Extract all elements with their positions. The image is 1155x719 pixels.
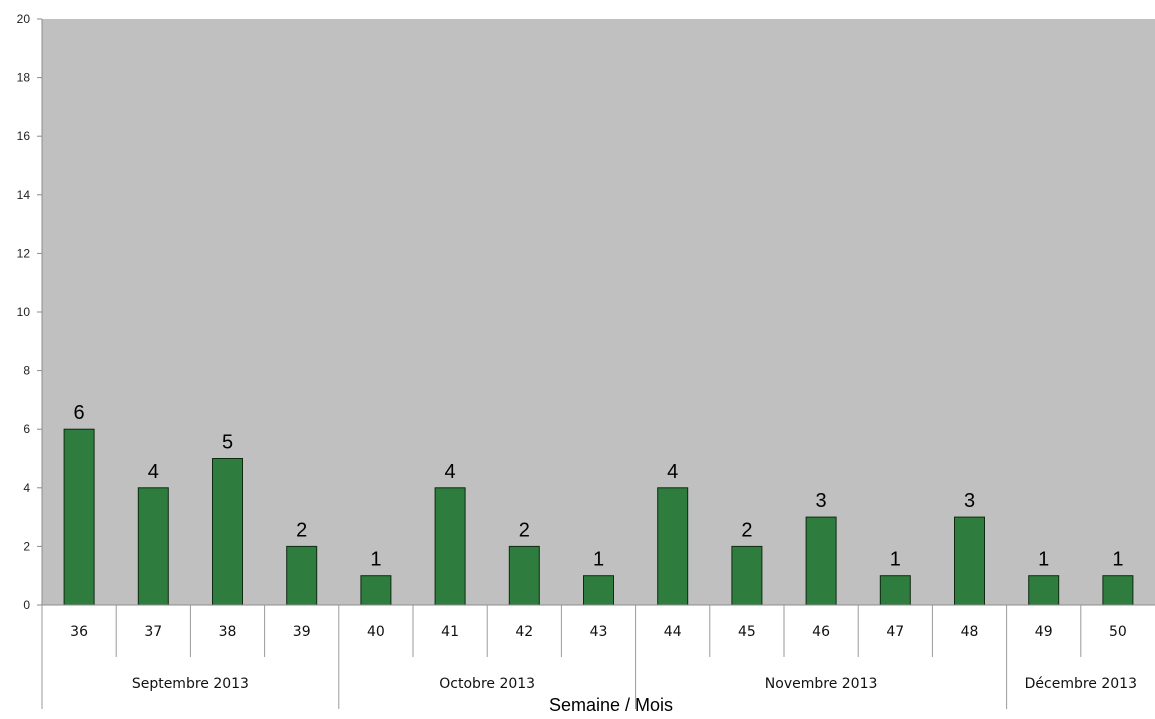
y-tick-label: 16: [17, 129, 31, 143]
data-label-week-50: 1: [1112, 549, 1123, 571]
bar-week-45: [731, 545, 763, 606]
x-tick-label: 39: [293, 624, 311, 640]
data-labels: 6 4 5 2 1 4 2 1 4 2 3 1 3 1 1: [74, 402, 1124, 571]
x-tick-label: 42: [515, 624, 533, 640]
x-tick-label: 40: [367, 624, 385, 640]
bar-week-46: [805, 516, 837, 606]
x-tick-label: 37: [144, 624, 162, 640]
bar-week-42: [508, 545, 540, 606]
bar-week-38: [212, 458, 243, 606]
y-tick-label: 12: [17, 246, 31, 260]
bar-week-50: [1102, 575, 1134, 606]
y-tick-label: 8: [23, 364, 30, 378]
y-tick-label: 20: [17, 12, 31, 26]
data-label-week-40: 1: [370, 549, 381, 571]
data-label-week-36: 6: [74, 402, 85, 424]
bar-week-47: [879, 575, 911, 606]
x-tick-label: 36: [70, 624, 88, 640]
x-tick-label: 45: [738, 624, 756, 640]
y-tick-label: 4: [23, 481, 30, 495]
data-label-week-47: 1: [890, 549, 901, 571]
data-label-week-37: 4: [148, 461, 159, 483]
y-tick-label: 0: [23, 598, 30, 612]
y-tick-label: 10: [17, 305, 31, 319]
data-label-week-39: 2: [296, 519, 307, 541]
bar-week-48: [954, 516, 985, 606]
x-group-label: Septembre 2013: [132, 676, 249, 692]
data-label-week-41: 4: [445, 461, 456, 483]
data-label-week-46: 3: [816, 490, 827, 512]
x-tick-label: 47: [886, 624, 904, 640]
data-label-week-45: 2: [741, 519, 752, 541]
plot-area: [42, 19, 1155, 605]
x-group-label: Novembre 2013: [765, 676, 878, 692]
x-axis: 36 37 38 39 40 41 42 43 44 45 46 47 48 49 50 Septembre …: [41, 604, 1155, 709]
bar-week-39: [286, 545, 318, 606]
y-tick-label: 14: [17, 188, 31, 202]
bar-week-36: [63, 428, 95, 606]
y-axis: 0 2 4 6 8 10 12 14 16 18 20: [17, 12, 43, 612]
bar-week-43: [583, 575, 614, 606]
data-label-week-48: 3: [964, 490, 975, 512]
x-axis-title: Semaine / Mois: [549, 695, 673, 715]
x-tick-label: 49: [1035, 624, 1053, 640]
data-label-week-42: 2: [519, 519, 530, 541]
y-tick-label: 2: [23, 539, 30, 553]
bar-week-37: [137, 487, 169, 606]
data-label-week-49: 1: [1038, 549, 1049, 571]
bar-week-44: [657, 487, 689, 606]
x-tick-label: 41: [441, 624, 459, 640]
x-group-label: Octobre 2013: [439, 676, 535, 692]
data-label-week-43: 1: [593, 549, 604, 571]
bar-week-41: [434, 487, 466, 606]
data-label-week-44: 4: [667, 461, 678, 483]
y-tick-label: 6: [23, 422, 30, 436]
data-label-week-38: 5: [222, 432, 233, 454]
y-tick-label: 18: [17, 71, 31, 85]
x-tick-label: 46: [812, 624, 830, 640]
bars: [63, 428, 1134, 606]
x-tick-label: 44: [664, 624, 682, 640]
x-tick-label: 48: [961, 624, 979, 640]
bar-week-49: [1028, 575, 1060, 606]
x-tick-label: 50: [1109, 624, 1127, 640]
x-tick-label: 43: [590, 624, 608, 640]
x-tick-label: 38: [219, 624, 237, 640]
x-group-label: Décembre 2013: [1025, 676, 1137, 692]
bar-week-40: [360, 575, 392, 606]
